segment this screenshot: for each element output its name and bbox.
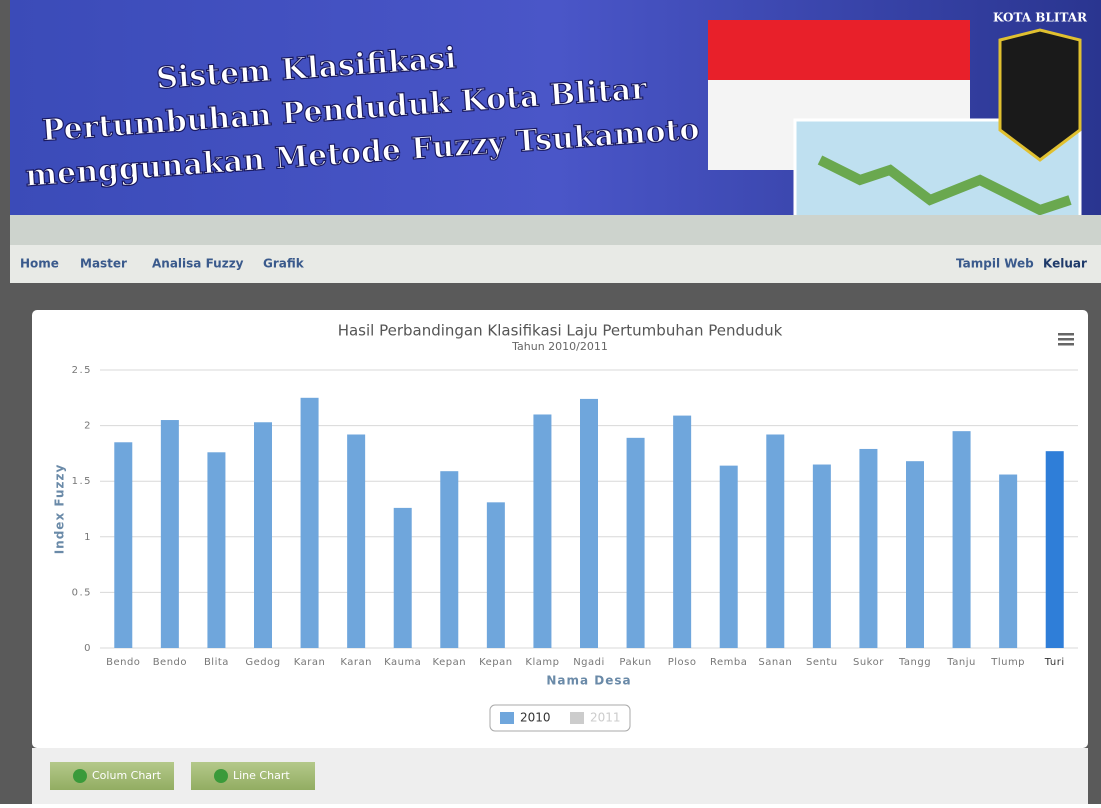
x-tick-label: Blita: [204, 657, 229, 668]
x-tick-label: Bendo: [153, 657, 187, 668]
x-tick-label: Karan: [294, 657, 326, 668]
bar: [347, 434, 366, 648]
emblem: [998, 28, 1082, 162]
nav-link[interactable]: Keluar: [1043, 257, 1087, 271]
bar: [999, 474, 1018, 648]
map-islands: [817, 155, 1072, 216]
y-tick-label: 0.5: [72, 587, 92, 598]
x-tick-label: Sukor: [853, 657, 884, 668]
bar: [580, 398, 598, 648]
button-bg: [50, 762, 174, 790]
bar: [859, 448, 878, 648]
legend: 2010 2011: [489, 704, 631, 732]
bar: [673, 415, 692, 648]
x-tick-label: Ngadi: [573, 657, 605, 668]
nav-link[interactable]: Master: [80, 257, 127, 271]
legend-label: 2011: [590, 711, 621, 725]
x-tick-label: Sentu: [806, 657, 838, 668]
x-tick-label: Ploso: [668, 657, 697, 668]
x-tick-label: Turi: [1044, 657, 1065, 668]
legend-swatch: [500, 712, 514, 724]
legend-item[interactable]: 2010: [500, 711, 551, 725]
x-axis-title: Nama Desa: [546, 674, 631, 688]
bar: [393, 507, 412, 648]
y-axis-title: Index Fuzzy: [53, 464, 67, 555]
legend-label: 2010: [520, 711, 551, 725]
x-tick-label: Gedog: [245, 657, 280, 668]
bar: [952, 431, 971, 648]
bar: [626, 437, 645, 648]
button-icon: [73, 769, 87, 783]
x-tick-label: Kauma: [384, 657, 421, 668]
x-tick-label: Tangg: [898, 657, 931, 668]
x-tick-label: Kepan: [433, 657, 467, 668]
bar: [533, 414, 552, 648]
legend-box: [489, 704, 631, 732]
y-tick-label: 0: [84, 643, 92, 654]
menu-line: [1058, 338, 1074, 341]
legend-swatch: [570, 712, 584, 724]
nav-link[interactable]: Tampil Web: [956, 257, 1034, 271]
button[interactable]: Line Chart: [191, 762, 315, 790]
x-tick-label: Kepan: [479, 657, 513, 668]
legend-item[interactable]: 2011: [570, 711, 621, 725]
x-tick-label: Sanan: [758, 657, 792, 668]
bar: [1045, 451, 1064, 648]
emblem-text: KOTA BLITAR: [993, 11, 1088, 25]
bar: [812, 464, 831, 648]
bar: [486, 502, 505, 648]
bar: [440, 471, 459, 648]
bar: [207, 452, 226, 648]
y-tick-label: 2: [84, 421, 92, 432]
x-tick-label: Tanju: [946, 657, 976, 668]
y-tick-label: 1: [84, 532, 92, 543]
bar: [254, 422, 272, 648]
bar: [766, 434, 785, 648]
nav-bar: [10, 245, 1101, 283]
x-tick-label: Tlump: [990, 657, 1025, 668]
button-bg: [191, 762, 315, 790]
x-tick-label: Remba: [710, 657, 747, 668]
x-tick-label: Karan: [340, 657, 372, 668]
nav-link[interactable]: Analisa Fuzzy: [152, 257, 244, 271]
button[interactable]: Colum Chart: [50, 762, 174, 790]
chart-subtitle: Tahun 2010/2011: [511, 340, 608, 353]
bar: [160, 420, 179, 648]
button-bar: [32, 748, 1088, 804]
y-tick-label: 1.5: [72, 476, 92, 487]
nav-link[interactable]: Grafik: [263, 257, 305, 271]
bar: [719, 465, 738, 648]
bar: [114, 442, 133, 648]
x-tick-label: Klamp: [525, 657, 559, 668]
menu-line: [1058, 333, 1074, 336]
nav-link[interactable]: Home: [20, 257, 59, 271]
x-tick-label: Bendo: [106, 657, 140, 668]
x-tick-label: Pakun: [619, 657, 651, 668]
button-icon: [214, 769, 228, 783]
menu-line: [1058, 343, 1074, 346]
button-label: Colum Chart: [92, 769, 162, 782]
button-label: Line Chart: [233, 769, 290, 782]
band: [10, 215, 1101, 245]
bar: [906, 461, 924, 648]
chart-title: Hasil Perbandingan Klasifikasi Laju Pert…: [338, 322, 783, 340]
chart-menu[interactable]: [1058, 333, 1074, 346]
flag-red: [708, 20, 970, 80]
y-tick-label: 2.5: [72, 365, 92, 376]
bar: [300, 397, 319, 648]
